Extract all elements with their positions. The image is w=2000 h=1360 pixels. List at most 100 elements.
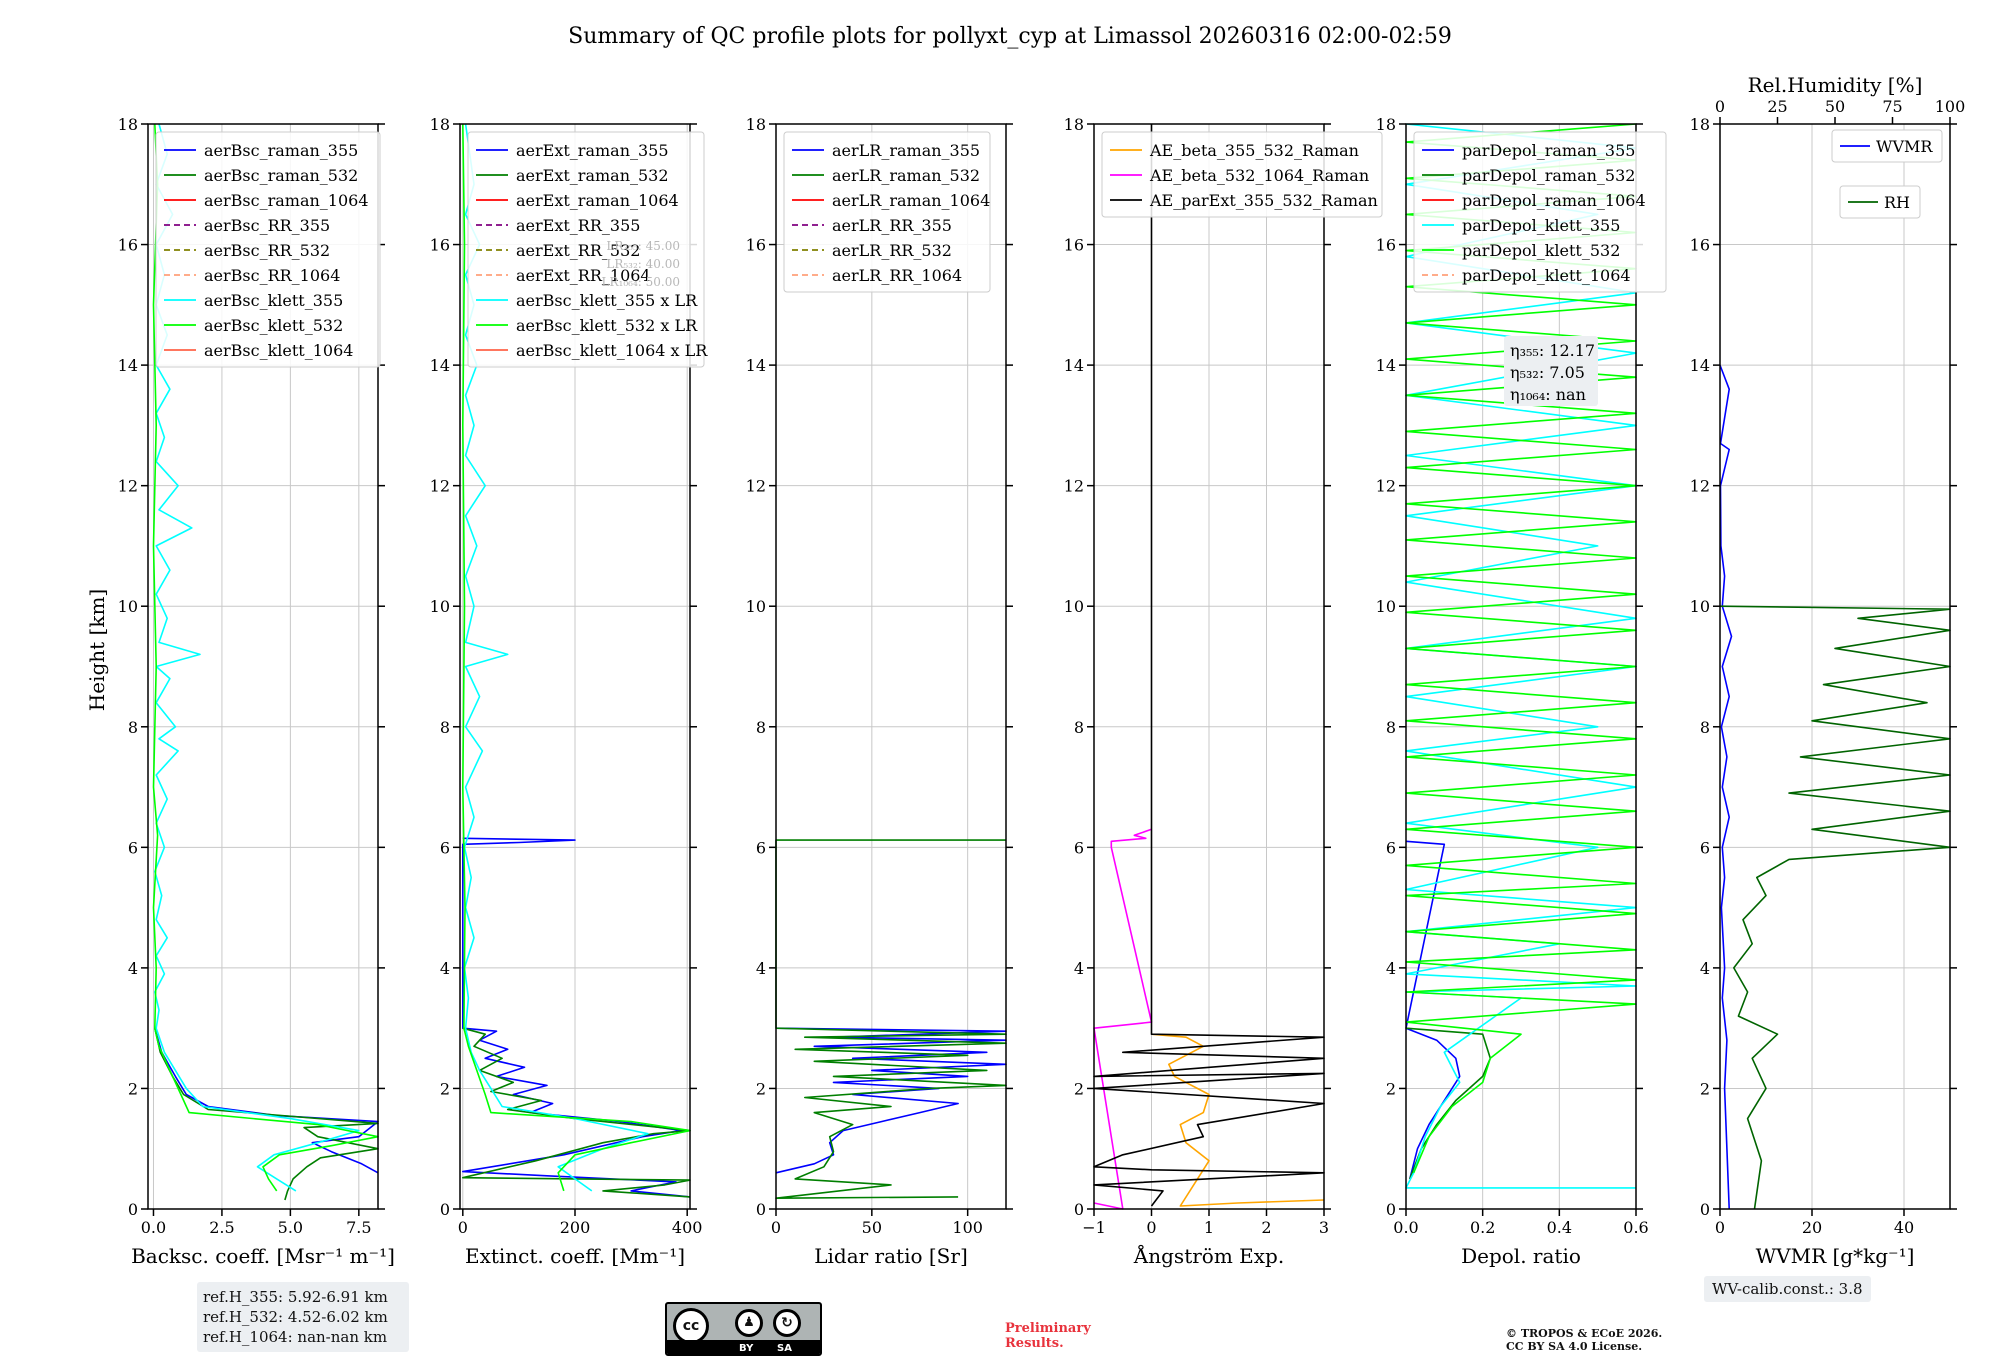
y-tick-label: 10 (1690, 597, 1710, 616)
y-tick-label: 16 (1064, 236, 1084, 255)
cc-license-badge[interactable]: cc ♟ ↻ BY SA (665, 1302, 822, 1356)
panel-extinction: 0 2 4 6 8 10 12 14 16 18 0 200 400 Extinct. coeff. [M… (430, 115, 709, 1268)
x-tick-label: 0 (1715, 1218, 1725, 1237)
series-aerBsc_klett_532 x LR (461, 123, 691, 1192)
x-tick-label: 1 (1204, 1218, 1214, 1237)
y-tick-label: 12 (746, 477, 766, 496)
series-aerLR_raman_355 (775, 1027, 1007, 1174)
legend-depolarization: parDepol_raman_355 parDepol_raman_532 parD… (1413, 131, 1667, 293)
x-tick-label: 200 (560, 1218, 591, 1237)
legend-label: aerBsc_klett_1064 x LR (516, 341, 708, 360)
y-tick-label: 8 (1700, 718, 1710, 737)
copyright-line-2: CC BY SA 4.0 License. (1506, 1340, 1643, 1353)
legend-label: parDepol_klett_532 (1462, 241, 1620, 260)
cc-sa-label: SA (777, 1343, 792, 1354)
preliminary-note: Preliminary Results. (1005, 1321, 1091, 1351)
x-tick-label: −1 (1082, 1218, 1106, 1237)
top-tick-label: 25 (1767, 97, 1787, 116)
x-axis-label: Backsc. coeff. [Msr⁻¹ m⁻¹] (131, 1244, 395, 1268)
legend-label: aerExt_RR_532 (516, 241, 640, 260)
x-tick-label: 5.0 (278, 1218, 303, 1237)
y-tick-label: 6 (440, 838, 450, 857)
legend-label: RH (1884, 193, 1910, 212)
legend-box (155, 131, 381, 368)
legend-label: aerLR_RR_532 (832, 241, 952, 260)
x-tick-label: 3 (1319, 1218, 1329, 1237)
axes-frame (1405, 123, 1637, 1210)
y-tick-label: 14 (118, 356, 138, 375)
y-tick-label: 12 (1690, 477, 1710, 496)
y-tick-label: 12 (118, 477, 138, 496)
legend-box (1831, 129, 1943, 163)
top-tick-label: 75 (1882, 97, 1902, 116)
legend-lidar_ratio: aerLR_raman_355 aerLR_raman_532 aerLR_rama… (783, 131, 991, 293)
series-aerBsc_raman_355 (154, 1027, 379, 1174)
series-aerExt_raman_355 (461, 837, 691, 1198)
y-tick-label: 0 (1074, 1200, 1084, 1219)
legend-label: aerBsc_raman_532 (204, 166, 358, 185)
x-axis-label: Depol. ratio (1461, 1244, 1581, 1268)
legend-label: aerBsc_klett_532 x LR (516, 316, 698, 335)
legend-label: AE_beta_355_532_Raman (1149, 141, 1359, 160)
panel-backscatter: 0 2 4 6 8 10 12 14 16 18 0.0 2.5 5.0 7.5 Backsc. coeff… (118, 115, 395, 1268)
legend-label: parDepol_klett_355 (1462, 216, 1620, 235)
axes-frame (147, 123, 379, 1210)
series-parDepol_klett_355 (1405, 123, 1637, 1189)
ref-height-355: ref.H_355: 5.92-6.91 km (203, 1288, 388, 1306)
x-axis-label: Lidar ratio [Sr] (814, 1244, 968, 1268)
y-tick-label: 14 (1376, 356, 1396, 375)
series-AE_parExt_355_532_Raman (1093, 124, 1325, 1207)
eta-box: η₃₅₅: 12.17 η₅₃₂: 7.05 η₁₀₆₄: nan (1504, 336, 1598, 406)
top-tick-label: 50 (1825, 97, 1845, 116)
y-tick-label: 6 (128, 838, 138, 857)
y-tick-label: 4 (128, 959, 138, 978)
legend-label: parDepol_raman_532 (1462, 166, 1635, 185)
y-tick-label: 18 (118, 115, 138, 134)
y-tick-label: 6 (1386, 838, 1396, 857)
y-tick-label: 18 (1064, 115, 1084, 134)
x-axis-label: Extinct. coeff. [Mm⁻¹] (465, 1244, 685, 1268)
legend-label: aerExt_raman_532 (516, 166, 669, 185)
x-tick-label: 0.6 (1623, 1218, 1648, 1237)
series-parDepol_klett_532 (1405, 123, 1637, 1174)
legend-box (467, 131, 705, 368)
y-tick-label: 4 (1386, 959, 1396, 978)
y-tick-label: 2 (128, 1079, 138, 1098)
legend-label: aerBsc_klett_1064 (204, 341, 353, 360)
x-tick-label: 2 (1261, 1218, 1271, 1237)
y-tick-label: 12 (1064, 477, 1084, 496)
preliminary-line-2: Results. (1005, 1336, 1064, 1351)
y-tick-label: 8 (1074, 718, 1084, 737)
legend-extinction: aerExt_raman_355 aerExt_raman_532 aerExt_r… (467, 131, 708, 368)
legend-label: parDepol_raman_355 (1462, 141, 1635, 160)
y-tick-label: 16 (1690, 236, 1710, 255)
y-tick-label: 8 (440, 718, 450, 737)
legend-label: aerBsc_klett_355 (204, 291, 343, 310)
y-tick-label: 0 (128, 1200, 138, 1219)
x-tick-label: 0 (771, 1218, 781, 1237)
panel-water_vapor: 0 2 4 6 8 10 12 14 16 18 0 20 40 WVMR [g*kg⁻¹] 0 25 50 75… (1690, 73, 1966, 1268)
legend-label: parDepol_klett_1064 (1462, 266, 1631, 285)
series-AE_beta_355_532_Raman (1151, 1033, 1325, 1207)
y-tick-label: 10 (118, 597, 138, 616)
x-tick-label: 0.4 (1547, 1218, 1572, 1237)
x-tick-label: 400 (672, 1218, 703, 1237)
lr-note: LR₅₃₂: 40.00 (606, 257, 680, 271)
y-tick-label: 12 (430, 477, 450, 496)
x-axis-label: WVMR [g*kg⁻¹] (1756, 1244, 1915, 1268)
y-tick-label: 14 (1690, 356, 1710, 375)
x-tick-label: 40 (1894, 1218, 1914, 1237)
preliminary-line-1: Preliminary (1005, 1321, 1091, 1336)
figure-title: Summary of QC profile plots for pollyxt_… (568, 24, 1452, 49)
y-tick-label: 16 (430, 236, 450, 255)
y-tick-label: 0 (1700, 1200, 1710, 1219)
y-tick-label: 18 (1376, 115, 1396, 134)
copyright-line-1: © TROPOS & ECoE 2026. (1506, 1327, 1663, 1340)
legend-box (783, 131, 991, 293)
y-tick-label: 18 (1690, 115, 1710, 134)
y-tick-label: 2 (1386, 1079, 1396, 1098)
reference-height-box: ref.H_355: 5.92-6.91 km ref.H_532: 4.52-… (197, 1282, 409, 1352)
y-tick-label: 2 (1074, 1079, 1084, 1098)
y-tick-label: 16 (1376, 236, 1396, 255)
y-tick-label: 6 (1700, 838, 1710, 857)
